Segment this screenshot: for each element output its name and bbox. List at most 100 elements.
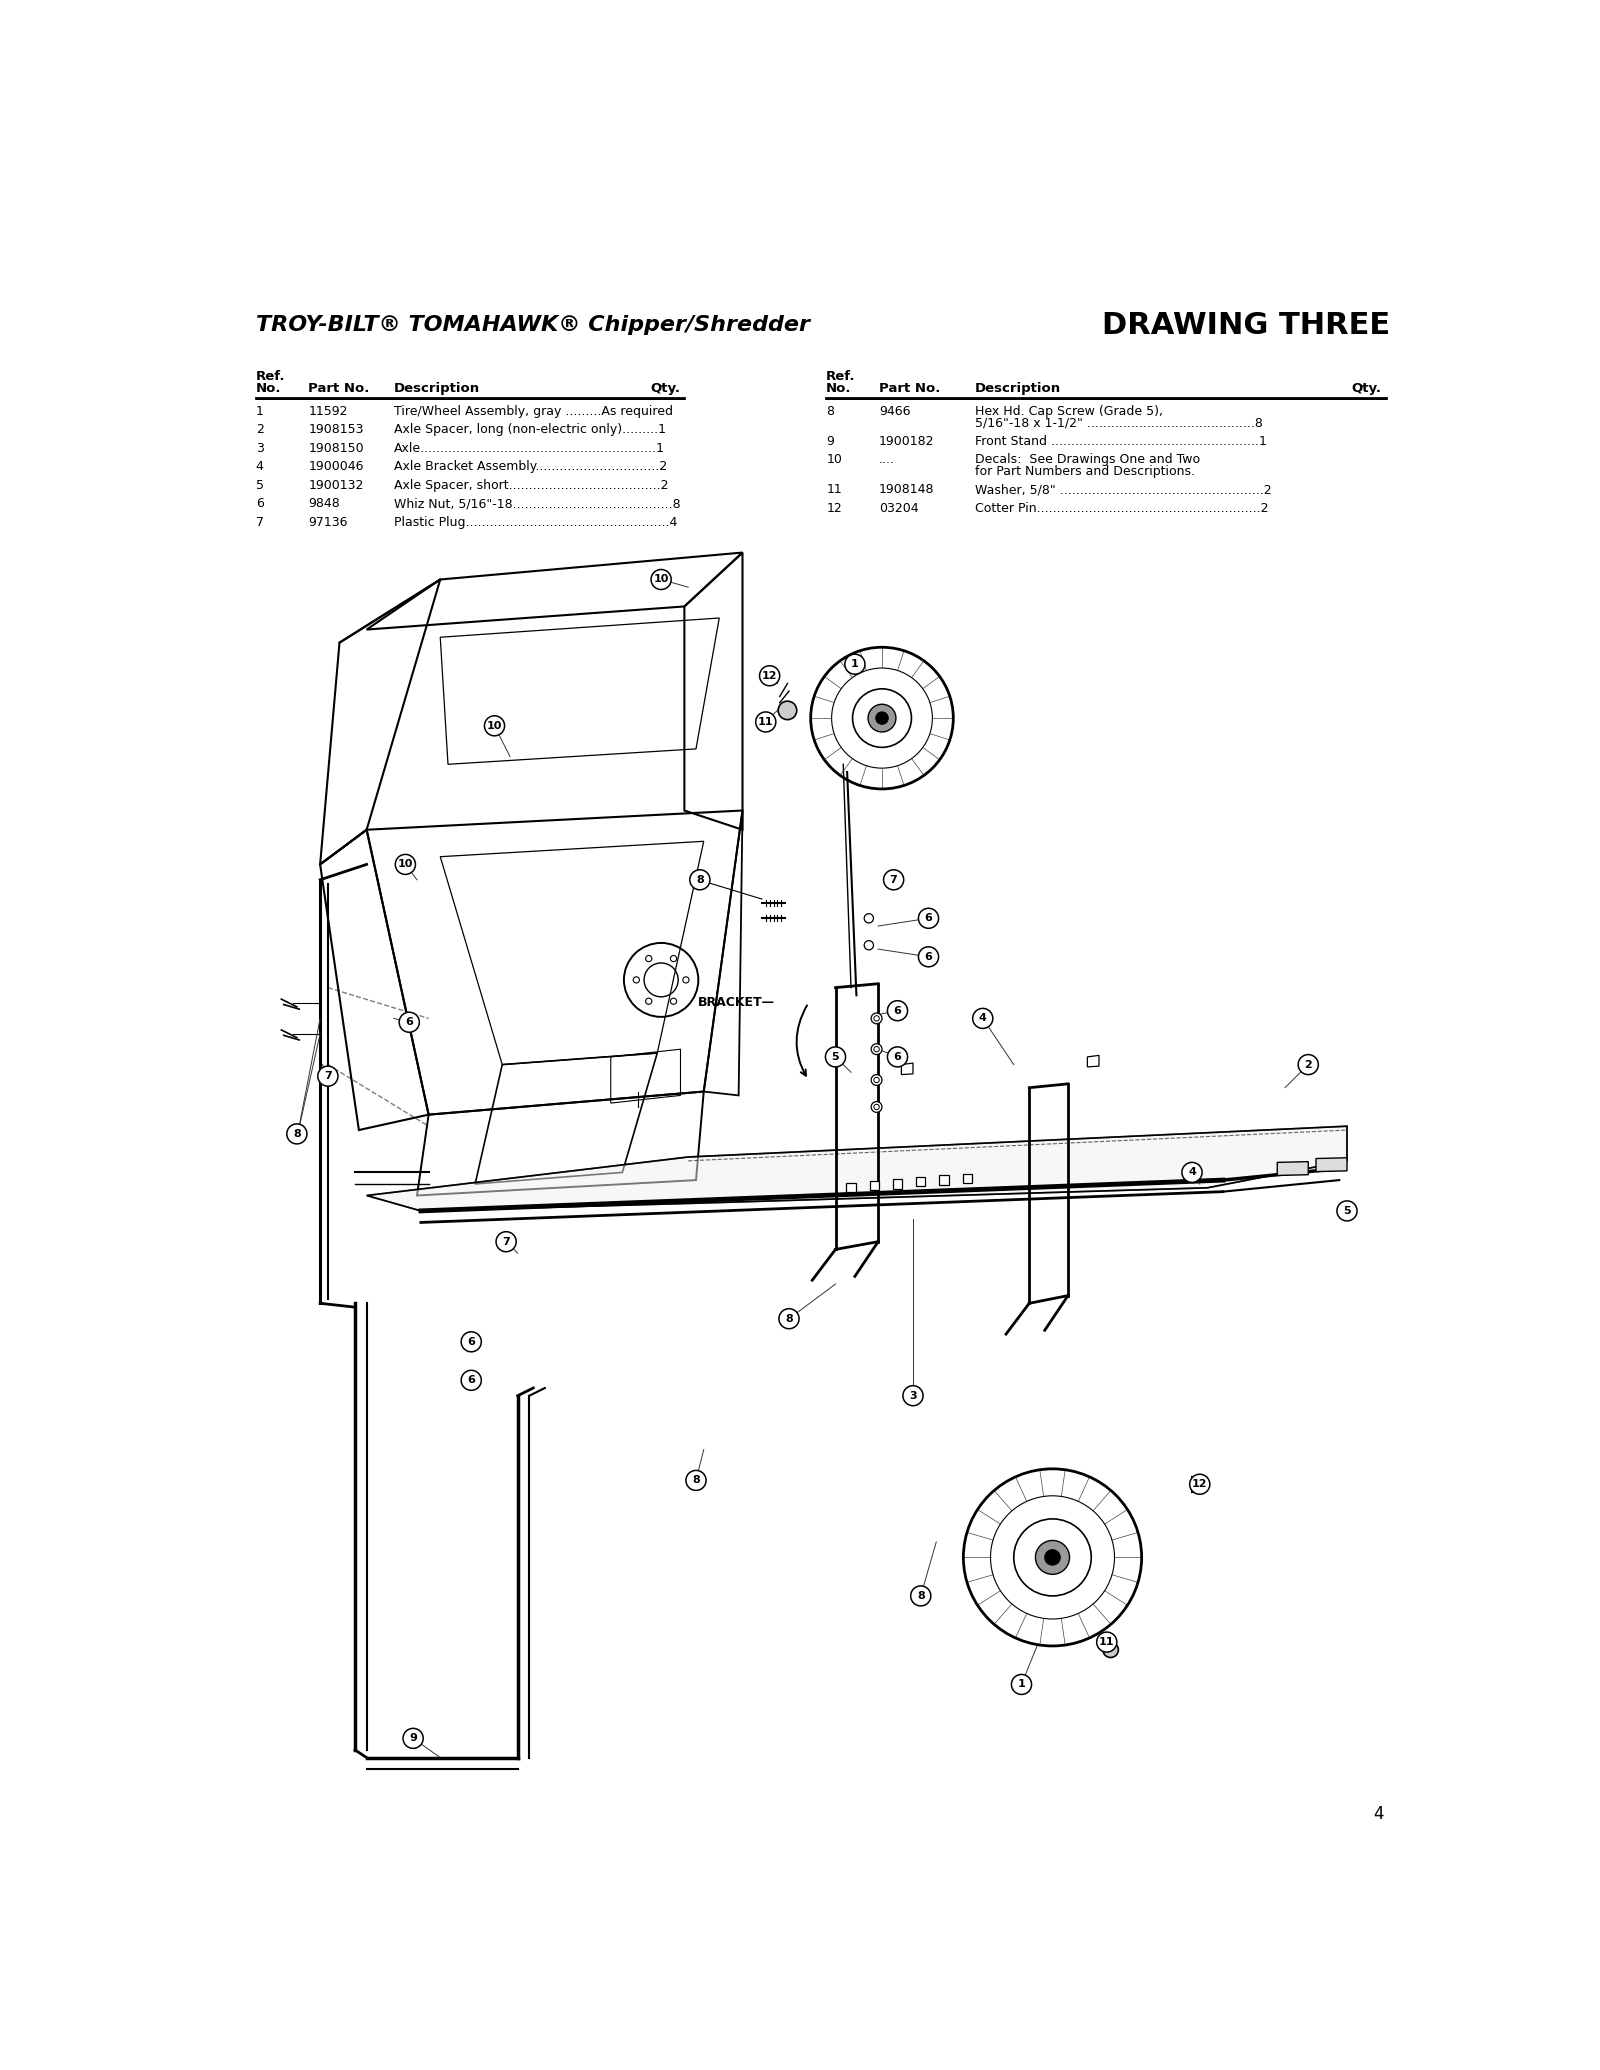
Text: 8: 8: [917, 1592, 925, 1600]
Circle shape: [318, 1066, 338, 1087]
Circle shape: [875, 712, 888, 724]
Text: 1: 1: [1018, 1679, 1026, 1689]
Circle shape: [686, 1470, 706, 1490]
Text: 4: 4: [979, 1014, 987, 1023]
Text: 2: 2: [256, 422, 264, 437]
Circle shape: [496, 1232, 517, 1252]
Text: 10: 10: [398, 859, 413, 869]
Text: 6: 6: [925, 913, 933, 923]
Text: 11592: 11592: [309, 406, 349, 418]
Text: Front Stand ....................................................1: Front Stand ............................…: [974, 435, 1267, 447]
Text: Plastic Plug...................................................4: Plastic Plug............................…: [394, 515, 677, 528]
Circle shape: [870, 1101, 882, 1112]
Text: Description: Description: [974, 383, 1061, 395]
Circle shape: [870, 1074, 882, 1085]
Text: Axle Spacer, long (non-electric only).........1: Axle Spacer, long (non-electric only)...…: [394, 422, 666, 437]
Circle shape: [1298, 1054, 1318, 1074]
Text: 10: 10: [653, 575, 669, 584]
Text: 9466: 9466: [878, 406, 910, 418]
Circle shape: [902, 1385, 923, 1406]
Text: 5/16"-18 x 1-1/2" ..........................................8: 5/16"-18 x 1-1/2" ......................…: [974, 416, 1262, 428]
Text: 1908148: 1908148: [878, 482, 934, 497]
Text: 8: 8: [786, 1314, 794, 1323]
Text: Axle Bracket Assembly...............................2: Axle Bracket Assembly...................…: [394, 460, 667, 474]
Circle shape: [1045, 1550, 1061, 1565]
Text: 97136: 97136: [309, 515, 349, 528]
Text: 10: 10: [826, 453, 842, 466]
Polygon shape: [963, 1174, 971, 1184]
Circle shape: [395, 855, 416, 874]
Text: 4: 4: [1373, 1805, 1384, 1824]
Circle shape: [755, 712, 776, 733]
Circle shape: [826, 1047, 845, 1066]
Text: Part No.: Part No.: [878, 383, 941, 395]
Text: DRAWING THREE: DRAWING THREE: [1101, 310, 1390, 339]
Text: Description: Description: [394, 383, 480, 395]
Circle shape: [864, 940, 874, 950]
Text: 3: 3: [256, 441, 264, 455]
Circle shape: [651, 569, 672, 590]
Circle shape: [1035, 1540, 1069, 1575]
Text: 8: 8: [826, 406, 834, 418]
Text: 6: 6: [405, 1016, 413, 1027]
Text: 12: 12: [1192, 1480, 1208, 1488]
Text: Hex Hd. Cap Screw (Grade 5),: Hex Hd. Cap Screw (Grade 5),: [974, 406, 1163, 418]
Text: 7: 7: [890, 876, 898, 884]
Text: Qty.: Qty.: [1352, 383, 1382, 395]
Text: 1908150: 1908150: [309, 441, 365, 455]
Text: 7: 7: [323, 1070, 331, 1081]
Text: Decals:  See Drawings One and Two: Decals: See Drawings One and Two: [974, 453, 1200, 466]
Text: 4: 4: [256, 460, 264, 474]
Text: 12: 12: [762, 671, 778, 681]
Text: 4: 4: [1189, 1167, 1195, 1178]
Text: 7: 7: [256, 515, 264, 528]
Text: 6: 6: [256, 497, 264, 509]
Text: 6: 6: [467, 1374, 475, 1385]
Text: 9848: 9848: [309, 497, 341, 509]
Text: 1: 1: [851, 658, 859, 669]
Text: 7: 7: [502, 1236, 510, 1246]
Text: 2: 2: [1304, 1060, 1312, 1070]
Text: 11: 11: [826, 482, 842, 497]
Text: Ref.: Ref.: [826, 371, 856, 383]
Text: 8: 8: [693, 1476, 699, 1486]
Circle shape: [845, 654, 866, 675]
Text: 5: 5: [256, 478, 264, 493]
Text: Cotter Pin........................................................2: Cotter Pin..............................…: [974, 501, 1269, 515]
Circle shape: [466, 1374, 477, 1387]
Text: 9: 9: [410, 1733, 418, 1743]
Polygon shape: [846, 1184, 856, 1192]
Circle shape: [918, 946, 939, 967]
Polygon shape: [366, 1126, 1347, 1211]
Text: ....: ....: [878, 453, 894, 466]
Text: Ref.: Ref.: [256, 371, 285, 383]
Text: 1: 1: [256, 406, 264, 418]
Circle shape: [778, 702, 797, 720]
Text: 6: 6: [893, 1052, 901, 1062]
Circle shape: [403, 1728, 422, 1749]
Circle shape: [870, 1043, 882, 1054]
Text: for Part Numbers and Descriptions.: for Part Numbers and Descriptions.: [974, 466, 1195, 478]
Polygon shape: [1277, 1161, 1309, 1176]
Text: 1900182: 1900182: [878, 435, 934, 447]
Circle shape: [1338, 1201, 1357, 1221]
Polygon shape: [1315, 1157, 1347, 1172]
Circle shape: [910, 1586, 931, 1606]
Text: 8: 8: [696, 876, 704, 884]
Circle shape: [888, 1000, 907, 1021]
Text: 3: 3: [909, 1391, 917, 1401]
Circle shape: [760, 667, 779, 685]
Circle shape: [1102, 1642, 1118, 1658]
Polygon shape: [939, 1176, 949, 1184]
Polygon shape: [917, 1178, 925, 1186]
Circle shape: [883, 869, 904, 890]
Text: TROY-BILT® TOMAHAWK® Chipper/Shredder: TROY-BILT® TOMAHAWK® Chipper/Shredder: [256, 315, 810, 335]
Circle shape: [918, 909, 939, 927]
Circle shape: [1190, 1474, 1210, 1495]
Text: No.: No.: [256, 383, 282, 395]
Circle shape: [973, 1008, 994, 1029]
Text: Tire/Wheel Assembly, gray .........As required: Tire/Wheel Assembly, gray .........As re…: [394, 406, 672, 418]
Text: Axle...........................................................1: Axle....................................…: [394, 441, 664, 455]
Text: 1900046: 1900046: [309, 460, 365, 474]
Circle shape: [466, 1335, 477, 1348]
